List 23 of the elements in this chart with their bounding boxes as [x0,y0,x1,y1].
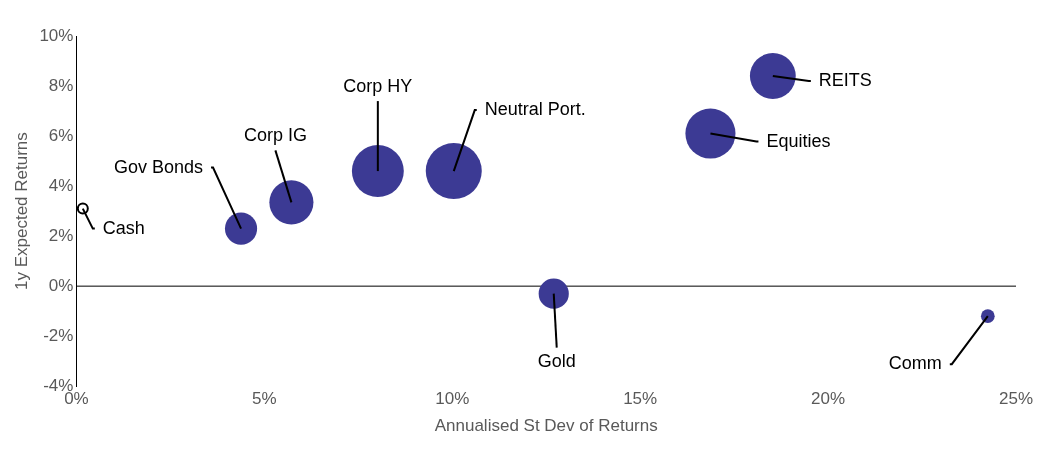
annotation: Equities [766,130,831,151]
annotation: Neutral Port. [484,99,586,120]
y-tick-label: 10% [39,25,74,45]
annotation: REITS [818,69,872,90]
annotation: Corp HY [343,76,413,97]
x-tick-label: 5% [252,389,277,409]
y-tick-label: 4% [48,175,74,195]
annotation: Gold [537,350,576,371]
y-tick-label: 2% [48,225,74,245]
x-tick-label: 25% [998,389,1034,409]
y-tick-label: 0% [48,275,74,295]
x-tick-label: 20% [811,389,846,409]
annotation: Cash [102,217,145,238]
annotation: Comm [888,353,942,374]
annotation: Gov Bonds [113,156,204,177]
y-tick-label: -2% [43,325,74,345]
y-tick-label: 8% [48,75,74,95]
annotation: Corp IG [243,125,307,146]
x-axis-title: Annualised St Dev of Returns [434,416,658,436]
y-axis-title: 1y Expected Returns [11,132,31,291]
x-tick-label: 15% [623,389,658,409]
x-tick-label: 10% [435,389,470,409]
y-tick-label: 6% [48,125,74,145]
